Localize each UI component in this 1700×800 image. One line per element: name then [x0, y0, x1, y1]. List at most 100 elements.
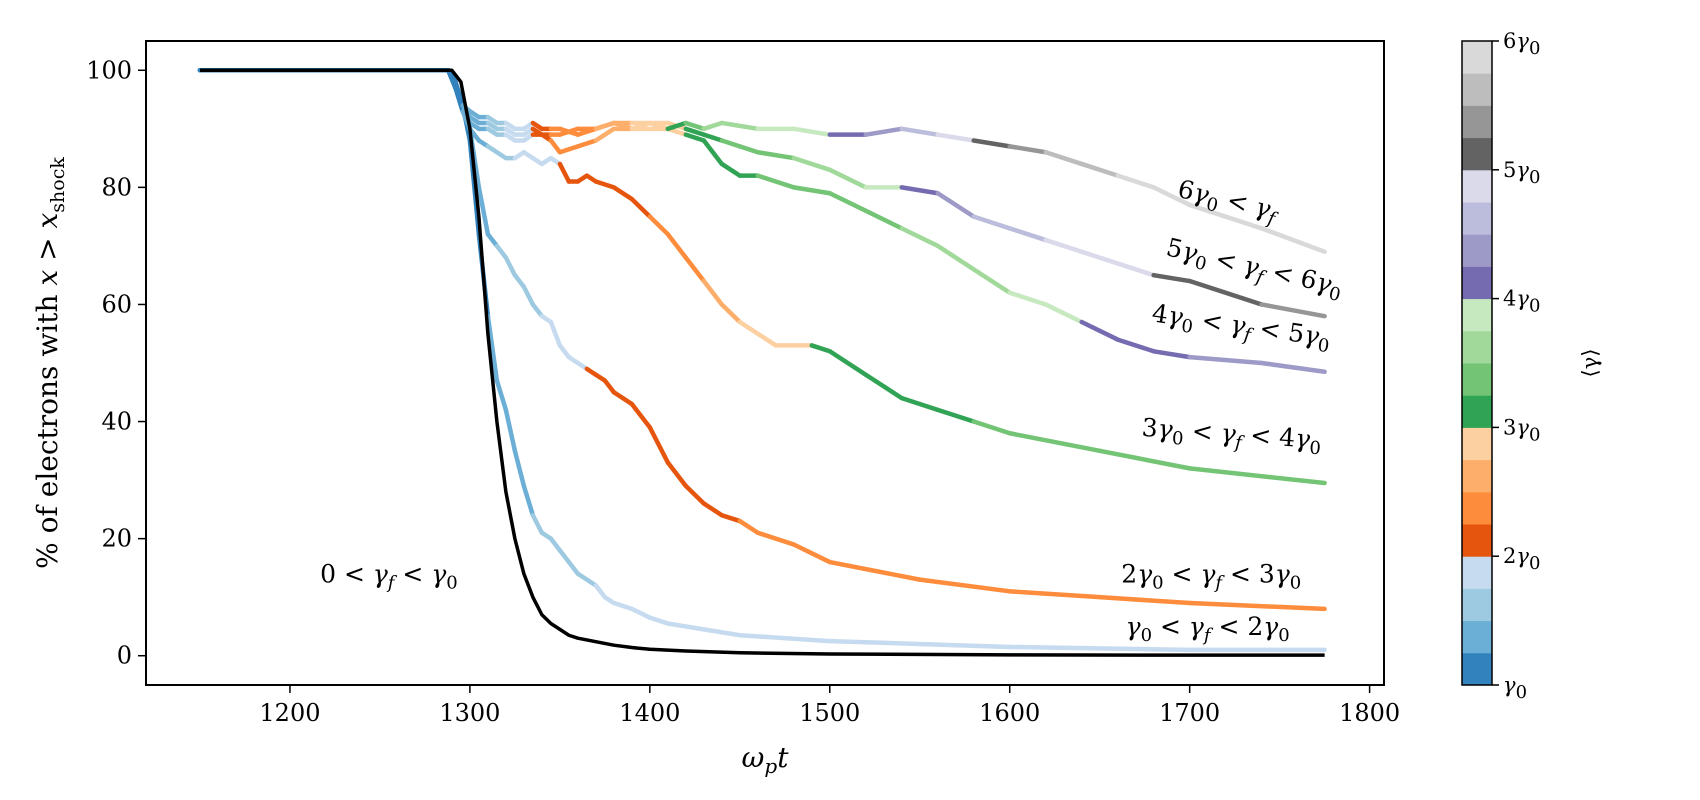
series-segment — [719, 120, 761, 132]
series-segment — [575, 138, 599, 149]
series-segment — [485, 313, 500, 383]
series-segment — [494, 243, 509, 260]
series-segment — [1115, 261, 1156, 278]
colorbar-ticks: γ0​ 2γ0​ 3γ0​ 4γ0​ 5γ0​ 6γ0​ — [1492, 29, 1540, 703]
series-segment — [453, 85, 465, 108]
series-segment — [611, 120, 635, 132]
series-segment — [1007, 644, 1192, 653]
colorbar-block — [1462, 105, 1492, 139]
series-segment — [665, 621, 689, 629]
series-segment — [1007, 144, 1048, 155]
x-tick-label: 1700 — [1159, 699, 1220, 727]
x-tick-label: 1300 — [439, 699, 500, 727]
colorbar-tick-label: 6γ0​ — [1503, 29, 1540, 59]
series-segment — [701, 120, 725, 132]
series-segment — [863, 372, 905, 401]
series-segment — [683, 483, 707, 506]
series-segment — [1079, 249, 1120, 266]
series-segment — [827, 349, 869, 377]
series-segment — [1079, 319, 1120, 342]
series-segment — [638, 413, 653, 430]
curve-annotation: 0 < γf​ < γ0​ — [320, 560, 458, 594]
colorbar-block — [1462, 202, 1492, 235]
series-segment — [737, 632, 833, 644]
series-segment — [611, 600, 635, 612]
series-segment — [791, 185, 833, 196]
series-segment — [683, 126, 707, 137]
annotation-layer: 0 < γf​ < γ0​ γ0​ < γf​ < 2γ0​ 2γ0​ < γf​ … — [320, 174, 1345, 646]
series-segment — [683, 255, 707, 284]
series — [197, 68, 1327, 319]
series-segment — [647, 615, 671, 626]
colorbar-block — [1462, 169, 1492, 203]
series-segment — [548, 536, 563, 553]
series-segment — [827, 559, 922, 582]
series-segment — [971, 214, 1012, 231]
y-tick-label: 60 — [101, 290, 132, 318]
series-segment — [755, 530, 797, 547]
series-segment — [827, 190, 869, 214]
colorbar-frame — [1461, 40, 1493, 686]
series-segment — [935, 132, 976, 143]
series-segment — [899, 126, 940, 137]
colorbar-tick-label: 5γ0​ — [1503, 158, 1540, 188]
series-segment — [935, 243, 976, 272]
series-segment — [1079, 161, 1120, 178]
series-segment — [593, 583, 608, 600]
series-segment — [557, 126, 581, 137]
curve-annotation: 6γ0​ < γf​ — [1174, 174, 1283, 231]
series-segment — [971, 267, 1012, 295]
x-tick-label: 1600 — [979, 699, 1040, 727]
series-segment — [548, 138, 563, 155]
series-segment — [548, 319, 563, 348]
series-layer — [197, 68, 1327, 657]
series-segment — [593, 126, 617, 143]
series-segment — [602, 378, 617, 395]
colorbar-block — [1462, 395, 1492, 428]
series-segment — [1259, 360, 1327, 375]
series-segment — [1151, 272, 1192, 284]
series-segment — [899, 185, 940, 196]
series-segment — [863, 126, 905, 137]
series-line — [199, 68, 1325, 657]
series-segment — [557, 343, 572, 360]
series-segment — [971, 138, 1012, 149]
x-axis-label: ωpt — [742, 741, 790, 778]
series-segment — [935, 190, 976, 219]
series-segment — [1259, 226, 1327, 255]
series-segment — [935, 407, 976, 424]
series-segment — [575, 126, 599, 137]
y-tick-label: 80 — [101, 173, 132, 201]
colorbar-blocks — [1462, 41, 1492, 686]
series-segment — [665, 120, 689, 132]
series-segment — [737, 518, 761, 536]
series-segment — [530, 302, 545, 319]
series-segment — [647, 120, 671, 132]
colorbar-block — [1462, 137, 1492, 171]
series-segment — [494, 378, 509, 413]
y-tick-label: 100 — [86, 56, 132, 84]
series-segment — [737, 319, 761, 336]
series-segment — [719, 161, 743, 178]
series-segment — [1043, 149, 1084, 167]
series-segment — [791, 542, 833, 565]
series — [199, 68, 1325, 657]
series-segment — [629, 401, 644, 418]
colorbar-block — [1462, 459, 1492, 493]
series-segment — [593, 179, 617, 190]
series-segment — [701, 138, 725, 167]
colorbar-block — [1462, 234, 1492, 267]
x-tick-label: 1800 — [1339, 699, 1400, 727]
y-tick-label: 0 — [117, 642, 132, 670]
colorbar-label: ⟨γ⟩ — [1578, 349, 1602, 378]
series-segment — [899, 395, 940, 413]
colorbar-block — [1462, 652, 1492, 686]
series-segment — [1007, 431, 1102, 454]
y-axis-label: % of electrons with x > xshock — [31, 157, 69, 569]
series-segment — [611, 185, 635, 202]
series-segment — [701, 278, 725, 307]
series-segment — [1097, 448, 1192, 471]
colorbar-block — [1462, 298, 1492, 332]
curve-annotation: 2γ0​ < γf​ < 3γ0​ — [1121, 560, 1301, 594]
